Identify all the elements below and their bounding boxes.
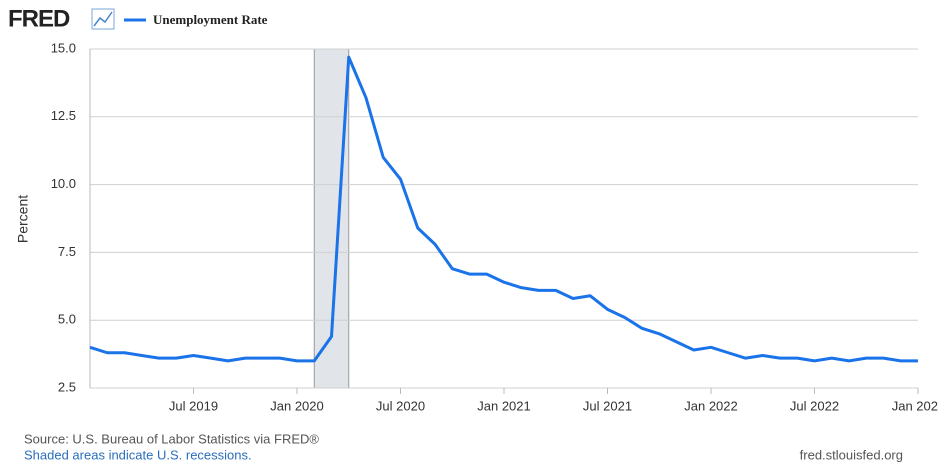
y-axis-label: Percent [15, 195, 31, 243]
line-series [89, 55, 918, 363]
y-tick-label: 7.5 [58, 244, 76, 259]
y-tick-label: 5.0 [58, 312, 76, 327]
x-tick-label: Jul 2022 [790, 398, 839, 413]
x-tick-label: Jul 2020 [376, 398, 425, 413]
y-tick-label: 15.0 [51, 40, 76, 55]
logo: FRED [8, 5, 70, 32]
source: Source: U.S. Bureau of Labor Statistics … [24, 431, 319, 446]
x-tick-label: Jan 2022 [684, 398, 738, 413]
y-tick-label: 2.5 [58, 379, 76, 394]
recession-note[interactable]: Shaded areas indicate U.S. recessions. [24, 447, 252, 462]
legend-label: Unemployment Rate [153, 12, 268, 27]
x-tick-label: Jul 2019 [169, 398, 218, 413]
x-tick-label: Jan 202 [892, 398, 938, 413]
x-tick-label: Jan 2020 [270, 398, 324, 413]
logo-icon [91, 8, 115, 30]
y-tick-label: 10.0 [51, 176, 76, 191]
x-tick-label: Jan 2021 [477, 398, 531, 413]
site: fred.stlouisfed.org [800, 447, 903, 462]
x-tick-label: Jul 2021 [583, 398, 632, 413]
y-tick-label: 12.5 [51, 108, 76, 123]
plot-area [90, 49, 918, 388]
